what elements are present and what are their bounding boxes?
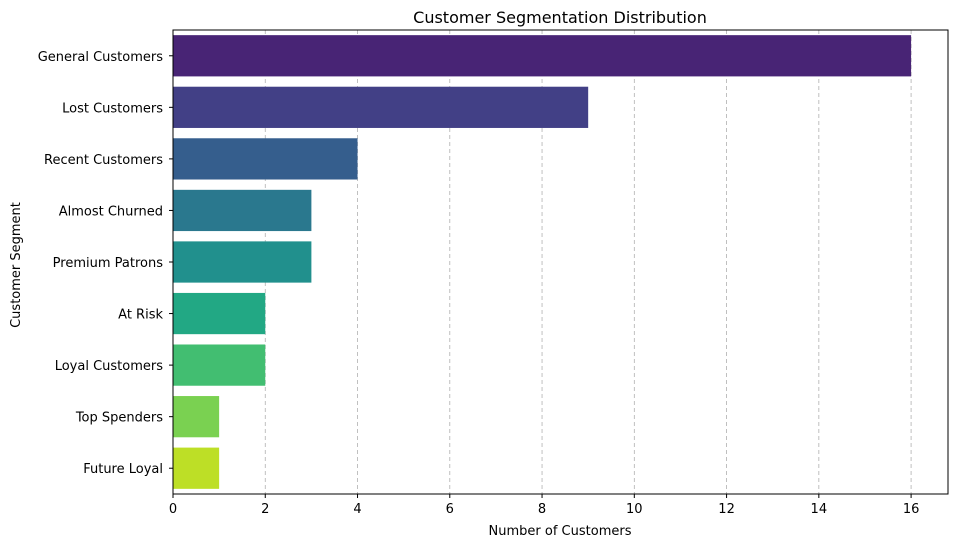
y-tick-label: General Customers — [38, 50, 164, 65]
y-tick-label: At Risk — [118, 308, 163, 323]
bars — [173, 35, 912, 489]
y-axis-title: Customer Segment — [9, 202, 24, 328]
x-ticks: 0 2 4 6 8 10 12 14 16 — [169, 494, 920, 517]
bar — [173, 189, 312, 232]
chart-title: Customer Segmentation Distribution — [413, 8, 707, 27]
x-tick-label: 6 — [446, 502, 454, 517]
x-tick-label: 16 — [903, 502, 920, 517]
bar — [173, 344, 266, 386]
x-tick-label: 8 — [538, 502, 546, 517]
x-tick-label: 12 — [718, 502, 735, 517]
x-tick-label: 0 — [169, 502, 177, 517]
y-tick-label: Top Spenders — [75, 411, 163, 426]
bar — [173, 396, 220, 438]
x-axis-title: Number of Customers — [489, 524, 632, 539]
y-tick-label: Future Loyal — [83, 462, 163, 477]
y-tick-label: Lost Customers — [62, 101, 163, 116]
plot-frame — [172, 29, 949, 495]
bar — [173, 35, 912, 77]
bar — [173, 86, 589, 128]
y-tick-label: Almost Churned — [59, 204, 163, 219]
bar — [173, 241, 312, 283]
bar — [173, 292, 266, 335]
x-tick-label: 14 — [811, 502, 828, 517]
bar — [173, 447, 220, 489]
y-tick-label: Recent Customers — [44, 153, 163, 168]
bar — [173, 138, 358, 180]
x-tick-label: 4 — [353, 502, 361, 517]
y-tick-label: Loyal Customers — [55, 359, 164, 374]
x-tick-label: 2 — [261, 502, 269, 517]
y-tick-labels: General Customers Lost Customers Recent Cu… — [38, 50, 173, 477]
x-tick-label: 10 — [626, 502, 643, 517]
y-tick-label: Premium Patrons — [53, 256, 164, 271]
